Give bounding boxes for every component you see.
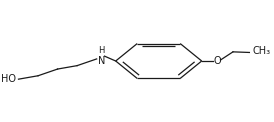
Text: N: N <box>98 56 105 66</box>
Text: H: H <box>98 46 105 55</box>
Text: CH₃: CH₃ <box>253 46 271 56</box>
Text: HO: HO <box>1 74 16 84</box>
Text: O: O <box>213 56 221 66</box>
